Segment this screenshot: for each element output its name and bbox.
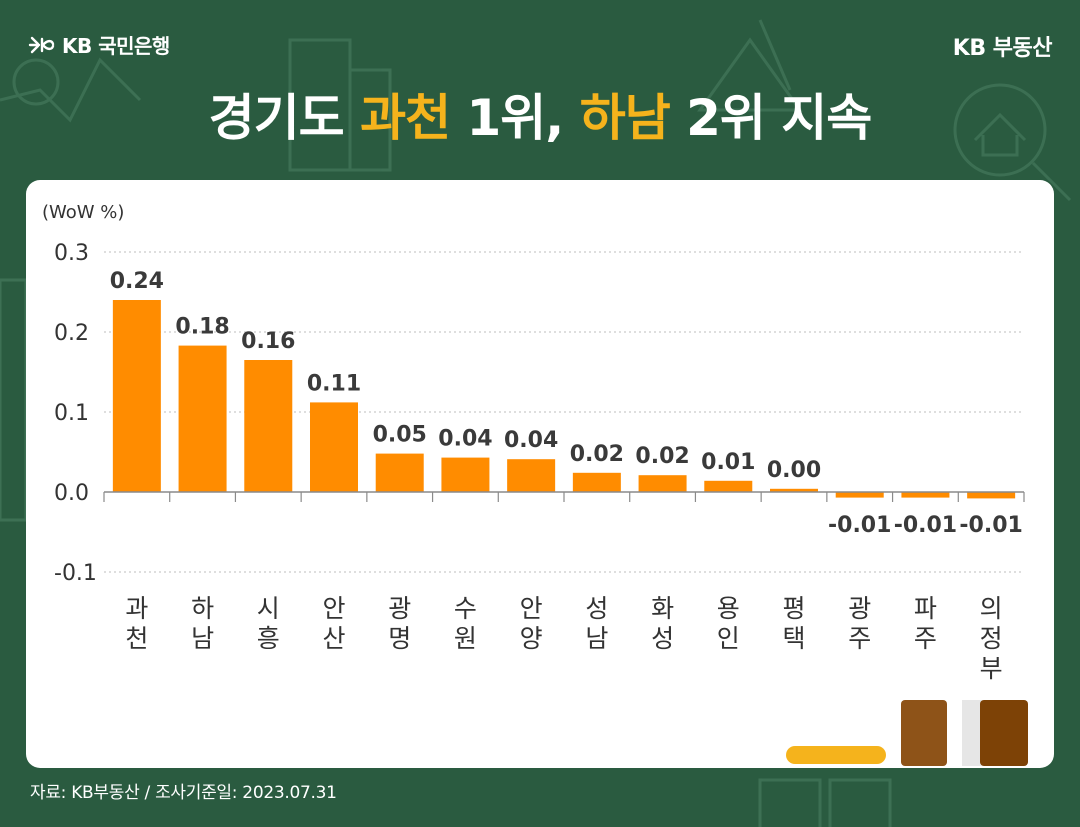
kb-star-icon bbox=[28, 36, 55, 53]
bar-chart: (WoW %) 0.3 0.2 0.1 0.0 -0.1 0.24 과 천 0.18 하 남 0.16 시… bbox=[42, 202, 1028, 766]
data-label: 0.11 bbox=[307, 371, 361, 396]
chart-card: (WoW %) 0.3 0.2 0.1 0.0 -0.1 0.24 과 천 0.18 하 남 0.16 시… bbox=[26, 180, 1054, 768]
y-axis-unit-label: (WoW %) bbox=[42, 202, 124, 223]
y-tick-label: 0.0 bbox=[54, 481, 89, 506]
bar bbox=[572, 472, 621, 492]
bar bbox=[901, 492, 950, 498]
data-label: -0.01 bbox=[828, 513, 891, 538]
data-label: -0.01 bbox=[894, 513, 957, 538]
title-highlight-1: 과천 bbox=[360, 89, 451, 147]
y-tick-label: 0.1 bbox=[54, 401, 89, 426]
data-label: 0.04 bbox=[504, 428, 558, 453]
data-label: -0.01 bbox=[959, 513, 1022, 538]
y-tick-label: 0.2 bbox=[54, 321, 89, 346]
bar bbox=[704, 480, 753, 492]
bar bbox=[244, 360, 293, 492]
decor-book-2 bbox=[980, 700, 1028, 766]
y-tick-label: 0.3 bbox=[54, 241, 89, 266]
data-label: 0.00 bbox=[767, 458, 821, 483]
bar bbox=[507, 459, 556, 492]
bar bbox=[310, 402, 358, 492]
kb-kookmin-logo: KB 국민은행 bbox=[26, 30, 170, 59]
page-title: 경기도 과천 1위, 하남 2위 지속 bbox=[0, 78, 1080, 150]
title-part1: 경기도 bbox=[208, 89, 361, 147]
data-label: 0.24 bbox=[110, 269, 164, 294]
data-label: 0.01 bbox=[701, 450, 755, 475]
data-label: 0.02 bbox=[570, 442, 624, 467]
brand-label: KB 부동산 bbox=[952, 36, 1053, 61]
data-label: 0.02 bbox=[635, 444, 689, 469]
bar bbox=[178, 345, 227, 492]
bar bbox=[835, 492, 884, 498]
decor-book bbox=[901, 700, 947, 766]
bar bbox=[638, 475, 687, 492]
decor-book-pages bbox=[962, 700, 982, 766]
title-highlight-2: 하남 bbox=[579, 89, 671, 147]
bar bbox=[967, 492, 1016, 499]
data-label: 0.05 bbox=[373, 423, 427, 448]
data-label: 0.18 bbox=[175, 315, 229, 340]
data-label: 0.16 bbox=[241, 329, 295, 354]
bar bbox=[112, 300, 161, 492]
bar bbox=[441, 457, 490, 492]
decor-pencil bbox=[786, 746, 886, 764]
data-label: 0.04 bbox=[438, 427, 492, 452]
bar bbox=[770, 488, 818, 492]
title-part2: 1위, bbox=[450, 89, 580, 147]
y-tick-label: -0.1 bbox=[54, 561, 97, 586]
title-part3: 2위 지속 bbox=[669, 89, 872, 147]
bar bbox=[375, 453, 424, 492]
source-note: 자료: KB부동산 / 조사기준일: 2023.07.31 bbox=[30, 783, 337, 803]
logo-text: KB 국민은행 bbox=[62, 34, 170, 58]
